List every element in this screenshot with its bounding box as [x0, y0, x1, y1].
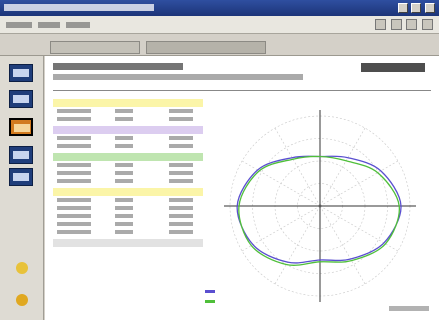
legend-item	[205, 288, 239, 296]
chart-legend	[205, 286, 239, 306]
window-controls	[396, 3, 435, 15]
forward-icon[interactable]	[390, 19, 402, 30]
grid-spoke-2	[319, 160, 399, 207]
logo	[361, 63, 425, 72]
tab-strip	[146, 41, 266, 54]
table-row	[53, 115, 203, 123]
table-row	[53, 177, 203, 185]
grid-spoke-10	[241, 160, 321, 207]
table-row	[53, 107, 203, 115]
close-icon[interactable]	[422, 19, 433, 30]
grid-spoke-11	[274, 127, 321, 207]
divider	[53, 90, 431, 91]
maximize-button[interactable]	[411, 3, 422, 13]
section-header	[53, 239, 203, 247]
report-title	[53, 63, 183, 70]
grid-spoke-8	[241, 205, 321, 252]
section-header	[53, 126, 203, 134]
window-title	[4, 4, 154, 11]
section-header	[53, 99, 203, 107]
series-line-1	[238, 155, 400, 266]
sidebar-button-polar[interactable]	[9, 118, 33, 136]
info-icon[interactable]	[16, 294, 28, 306]
menu-item[interactable]	[6, 22, 32, 28]
grid-spoke-7	[274, 205, 321, 285]
footer-note	[389, 306, 429, 311]
table-row	[53, 204, 203, 212]
section-header	[53, 188, 203, 196]
toolbar	[372, 19, 433, 32]
tab-bar	[0, 34, 439, 56]
menu-bar	[0, 16, 439, 34]
sidebar-button-document[interactable]	[9, 64, 33, 82]
table-row	[53, 161, 203, 169]
report-page	[45, 56, 439, 320]
measurement-tables	[53, 96, 203, 247]
close-button[interactable]	[425, 3, 435, 13]
polar-chart	[224, 110, 416, 302]
sidebar	[0, 56, 44, 320]
document-icon	[13, 69, 29, 77]
print-icon[interactable]	[406, 19, 418, 30]
menu-item[interactable]	[66, 22, 90, 28]
sidebar-button-grid[interactable]	[9, 168, 33, 186]
table-row	[53, 169, 203, 177]
report-subtitle	[53, 74, 303, 80]
grid-icon	[13, 173, 29, 181]
title-bar	[0, 0, 439, 16]
table-row	[53, 228, 203, 236]
series-line-0	[236, 155, 402, 264]
help-icon[interactable]	[16, 262, 28, 274]
table-row	[53, 142, 203, 150]
table-row	[53, 134, 203, 142]
tab-main[interactable]	[50, 41, 140, 54]
section-header	[53, 153, 203, 161]
polar-chart-icon	[14, 124, 30, 132]
sidebar-button-table[interactable]	[9, 146, 33, 164]
chart-icon	[13, 95, 29, 103]
table-row	[53, 220, 203, 228]
grid-spoke-1	[319, 127, 366, 207]
table-row	[53, 212, 203, 220]
menu-item[interactable]	[38, 22, 60, 28]
back-icon[interactable]	[374, 19, 386, 30]
table-icon	[13, 151, 29, 159]
minimize-button[interactable]	[397, 3, 408, 13]
sidebar-button-chart[interactable]	[9, 90, 33, 108]
legend-item	[205, 298, 239, 306]
grid-spoke-5	[319, 205, 366, 285]
table-row	[53, 196, 203, 204]
grid-spoke-4	[319, 205, 399, 252]
